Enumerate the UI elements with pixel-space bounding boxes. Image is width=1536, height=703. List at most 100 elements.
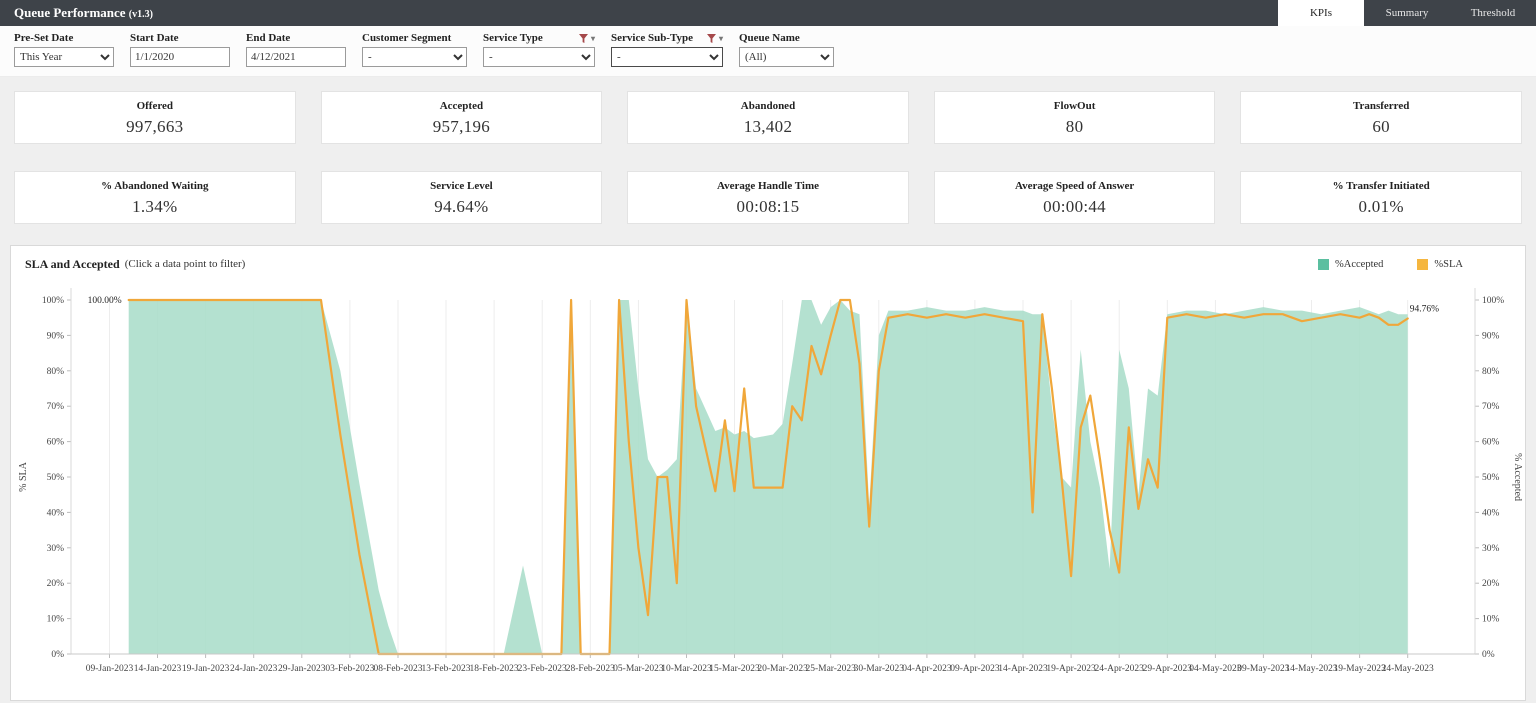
x-tick-label: 13-Feb-2023 [421,664,470,674]
y-tick-label-left: 60% [47,438,65,448]
y-tick-label-right: 70% [1482,402,1500,412]
service-type-select[interactable]: - [483,47,595,67]
tab-kpis[interactable]: KPIs [1278,0,1364,26]
x-tick-label: 24-Jan-2023 [230,664,278,674]
filter-customer-segment: Customer Segment - [362,32,467,67]
y-axis-title-left: % SLA [18,461,29,492]
filter-service-subtype: Service Sub-Type ▾ - [611,32,723,67]
preset-date-select[interactable]: This Year [14,47,114,67]
x-tick-label: 10-Mar-2023 [661,664,712,674]
filter-label: Start Date [130,32,179,44]
filter-funnel-icon[interactable] [578,33,588,43]
y-tick-label-left: 20% [47,579,65,589]
x-tick-label: 18-Feb-2023 [470,664,519,674]
x-tick-label: 24-May-2023 [1382,664,1434,674]
y-tick-label-left: 0% [51,650,64,660]
accepted-swatch-icon [1318,258,1330,270]
y-tick-label-right: 10% [1482,615,1500,625]
x-tick-label: 14-Jan-2023 [134,664,182,674]
legend-item-sla[interactable]: %SLA [1417,258,1463,270]
y-tick-label-left: 50% [47,473,65,483]
x-tick-label: 28-Feb-2023 [566,664,615,674]
kpi-row-counts: Offered 997,663 Accepted 957,196 Abandon… [0,91,1536,144]
y-tick-label-right: 90% [1482,331,1500,341]
queue-name-select[interactable]: (All) [739,47,834,67]
kpi-transferred: Transferred 60 [1240,91,1522,144]
start-annotation: 100.00% [88,296,122,306]
y-tick-label-right: 20% [1482,579,1500,589]
end-date-input[interactable] [246,47,346,67]
x-tick-label: 04-May-2023 [1189,664,1241,674]
y-tick-label-left: 30% [47,544,65,554]
filter-label: Service Type [483,32,543,44]
chart-subtitle: (Click a data point to filter) [124,258,246,270]
x-tick-label: 24-Apr-2023 [1094,664,1144,674]
filter-label: Service Sub-Type [611,32,693,44]
x-tick-label: 20-Mar-2023 [757,664,808,674]
x-tick-label: 03-Feb-2023 [325,664,374,674]
kpi-row-rates: % Abandoned Waiting 1.34% Service Level … [0,171,1536,224]
filter-label: Customer Segment [362,32,452,44]
end-annotation: 94.76% [1410,305,1439,315]
y-tick-label-right: 0% [1482,650,1495,660]
x-tick-label: 25-Mar-2023 [805,664,856,674]
kpi-transfer-initiated-pct: % Transfer Initiated 0.01% [1240,171,1522,224]
x-tick-label: 29-Jan-2023 [278,664,326,674]
tab-threshold[interactable]: Threshold [1470,7,1516,19]
x-tick-label: 19-Apr-2023 [1046,664,1096,674]
y-tick-label-left: 80% [47,367,65,377]
customer-segment-select[interactable]: - [362,47,467,67]
x-tick-label: 05-Mar-2023 [613,664,664,674]
y-tick-label-right: 80% [1482,367,1500,377]
sla-accepted-panel: SLA and Accepted (Click a data point to … [10,245,1526,701]
filter-queue-name: Queue Name (All) [739,32,834,67]
y-tick-label-left: 70% [47,402,65,412]
x-tick-label: 14-May-2023 [1285,664,1337,674]
y-tick-label-right: 40% [1482,508,1500,518]
x-tick-label: 15-Mar-2023 [709,664,760,674]
page-title: Queue Performance (v1.3) [14,5,153,20]
y-tick-label-left: 10% [47,615,65,625]
filter-bar: Pre-Set Date This Year Start Date End Da… [0,26,1536,77]
filter-preset-date: Pre-Set Date This Year [14,32,114,67]
chart-title: SLA and Accepted [25,256,120,271]
service-subtype-select[interactable]: - [611,47,723,67]
y-tick-label-left: 100% [42,296,64,306]
chart-legend: %Accepted %SLA [1318,258,1511,270]
x-tick-label: 23-Feb-2023 [518,664,567,674]
kpi-abandoned-waiting-pct: % Abandoned Waiting 1.34% [14,171,296,224]
y-tick-label-right: 50% [1482,473,1500,483]
kpi-average-handle-time: Average Handle Time 00:08:15 [627,171,909,224]
start-date-input[interactable] [130,47,230,67]
chevron-down-icon[interactable]: ▾ [718,33,723,43]
x-tick-label: 29-Apr-2023 [1143,664,1193,674]
x-tick-label: 09-May-2023 [1237,664,1289,674]
y-axis-title-right: % Accepted [1512,453,1523,501]
filter-start-date: Start Date [130,32,230,67]
y-tick-label-right: 100% [1482,296,1504,306]
x-tick-label: 09-Jan-2023 [86,664,134,674]
sla-swatch-icon [1417,258,1429,270]
filter-label: Queue Name [739,32,800,44]
x-tick-label: 04-Apr-2023 [902,664,952,674]
kpi-average-speed-of-answer: Average Speed of Answer 00:00:44 [933,171,1216,224]
filter-label: End Date [246,32,291,44]
x-tick-label: 08-Feb-2023 [373,664,422,674]
x-tick-label: 30-Mar-2023 [854,664,905,674]
accepted-area[interactable] [128,300,1408,654]
kpi-offered: Offered 997,663 [14,91,296,144]
filter-funnel-icon[interactable] [706,33,716,43]
legend-item-accepted[interactable]: %Accepted [1318,258,1383,270]
chevron-down-icon[interactable]: ▾ [590,33,595,43]
kpi-accepted: Accepted 957,196 [320,91,603,144]
sla-accepted-chart[interactable]: 09-Jan-2023 14-Jan-2023 19-Jan-2023 24-Jan-… [13,274,1523,698]
tab-summary[interactable]: Summary [1385,7,1429,19]
x-tick-label: 19-Jan-2023 [182,664,230,674]
filter-end-date: End Date [246,32,346,67]
filter-service-type: Service Type ▾ - [483,32,595,67]
x-tick-label: 14-Apr-2023 [998,664,1048,674]
kpi-service-level: Service Level 94.64% [320,171,603,224]
y-tick-label-left: 40% [47,508,65,518]
chart-header: SLA and Accepted (Click a data point to … [13,254,1523,274]
filter-label: Pre-Set Date [14,32,74,44]
